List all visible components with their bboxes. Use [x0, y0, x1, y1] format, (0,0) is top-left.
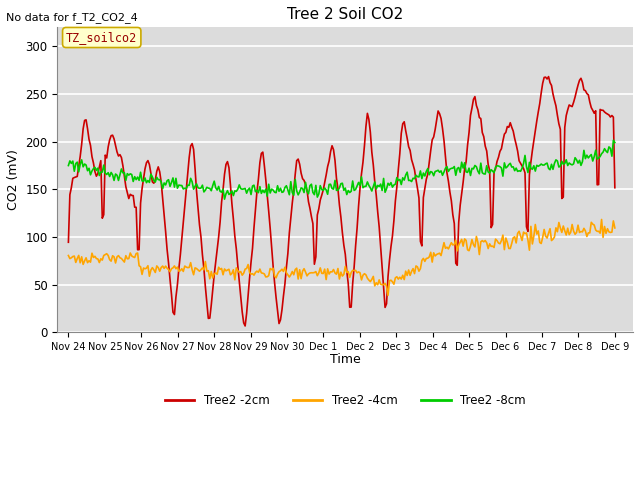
Line: Tree2 -4cm: Tree2 -4cm	[68, 219, 615, 295]
Tree2 -8cm	[65, 163, 72, 168]
Tree2 -2cm	[250, 225, 258, 230]
Tree2 -4cm	[154, 265, 162, 271]
Tree2 -2cm	[154, 164, 162, 170]
Tree2 -4cm	[611, 225, 619, 231]
Tree2 -8cm	[611, 140, 619, 145]
Tree2 -2cm	[65, 240, 72, 245]
Tree2 -2cm	[602, 110, 610, 116]
Tree2 -2cm	[241, 323, 249, 329]
Tree2 -4cm	[249, 271, 257, 276]
Tree2 -4cm	[65, 252, 72, 258]
Line: Tree2 -8cm: Tree2 -8cm	[68, 140, 615, 199]
Tree2 -4cm	[384, 292, 392, 298]
Tree2 -4cm	[602, 230, 610, 236]
Tree2 -4cm	[598, 216, 605, 222]
Title: Tree 2 Soil CO2: Tree 2 Soil CO2	[287, 7, 403, 22]
Tree2 -4cm	[134, 250, 141, 256]
Tree2 -8cm	[134, 174, 141, 180]
Tree2 -8cm	[154, 177, 162, 182]
Text: No data for f_T2_CO2_4: No data for f_T2_CO2_4	[6, 12, 138, 23]
Text: TZ_soilco2: TZ_soilco2	[66, 31, 138, 44]
Tree2 -8cm	[344, 188, 352, 193]
Line: Tree2 -2cm: Tree2 -2cm	[68, 77, 615, 326]
X-axis label: Time: Time	[330, 353, 360, 366]
Tree2 -2cm	[134, 247, 141, 252]
Tree2 -2cm	[344, 281, 352, 287]
Tree2 -8cm	[609, 137, 617, 143]
Tree2 -8cm	[467, 173, 474, 179]
Tree2 -2cm	[467, 112, 474, 118]
Tree2 -8cm	[601, 146, 609, 152]
Tree2 -8cm	[221, 196, 228, 202]
Tree2 -2cm	[545, 74, 552, 80]
Tree2 -2cm	[611, 185, 619, 191]
Y-axis label: CO2 (mV): CO2 (mV)	[7, 149, 20, 210]
Tree2 -4cm	[467, 243, 474, 249]
Legend: Tree2 -2cm, Tree2 -4cm, Tree2 -8cm: Tree2 -2cm, Tree2 -4cm, Tree2 -8cm	[160, 389, 531, 412]
Tree2 -8cm	[250, 182, 258, 188]
Tree2 -4cm	[343, 269, 351, 275]
